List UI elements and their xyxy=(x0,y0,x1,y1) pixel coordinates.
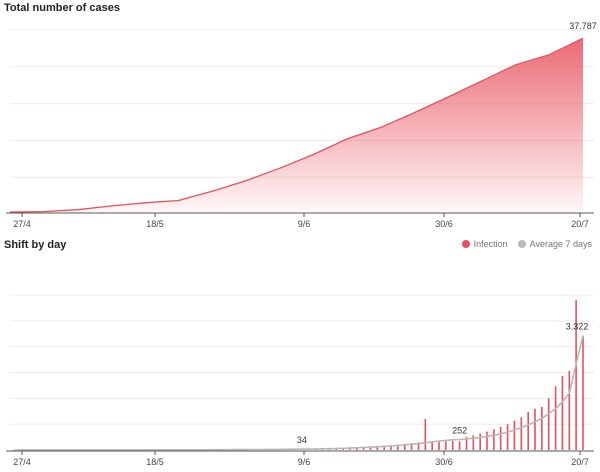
infection-bar xyxy=(568,370,571,450)
end-value-label: 37.787 xyxy=(569,21,597,31)
infection-bar xyxy=(554,386,557,450)
infection-bar xyxy=(369,446,372,450)
legend-label-infection: Infection xyxy=(473,239,508,249)
value-annotation: 34 xyxy=(297,435,307,445)
x-tick-label: 27/4 xyxy=(13,457,31,467)
x-tick-label: 9/6 xyxy=(298,219,311,229)
infection-bar xyxy=(458,441,461,450)
infection-bar xyxy=(397,444,399,450)
infection-bar xyxy=(417,442,420,450)
shift-by-day-title: Shift by day xyxy=(4,239,67,251)
infection-bar xyxy=(547,398,550,450)
infection-bar xyxy=(582,335,584,450)
infection-bar xyxy=(404,443,406,450)
cases-area xyxy=(10,38,583,213)
infection-bar xyxy=(520,417,523,450)
total-cases-panel: Total number of cases 27/4 18/5 9/6 30/6 20/… xyxy=(0,0,600,235)
infection-bar xyxy=(438,441,440,450)
infection-dot-icon xyxy=(461,240,470,248)
average-dot-icon xyxy=(517,240,526,248)
value-annotation: 252 xyxy=(452,426,467,436)
total-cases-title: Total number of cases xyxy=(4,2,120,14)
legend-item-infection[interactable]: Infection xyxy=(461,239,508,249)
infection-bar xyxy=(410,443,413,450)
infection-bar xyxy=(445,441,447,450)
infection-bar xyxy=(13,450,15,451)
infection-bar xyxy=(472,435,475,450)
infection-bar xyxy=(479,433,481,450)
x-tick-label: 20/7 xyxy=(571,457,589,467)
total-cases-chart: 27/4 18/5 9/6 30/6 20/7 37.787 xyxy=(6,21,597,229)
infection-bar xyxy=(376,445,379,450)
infection-bar xyxy=(541,406,543,450)
infection-bar xyxy=(534,408,536,450)
infection-bar xyxy=(383,445,385,450)
infection-bar xyxy=(493,429,495,450)
x-tick-label: 18/5 xyxy=(146,219,164,229)
legend-label-average: Average 7 days xyxy=(529,239,592,249)
x-tick-label: 20/7 xyxy=(571,219,589,229)
average-line xyxy=(13,335,584,451)
legend-item-average[interactable]: Average 7 days xyxy=(517,239,592,249)
infection-bar xyxy=(431,442,433,450)
infection-bar xyxy=(424,419,427,450)
x-tick-label: 9/6 xyxy=(298,457,311,467)
infection-bar xyxy=(451,441,454,450)
x-tick-label: 18/5 xyxy=(146,457,164,467)
x-tick-label: 30/6 xyxy=(435,457,453,467)
infection-bar xyxy=(390,445,392,450)
infection-bar xyxy=(465,436,468,450)
x-tick-label: 30/6 xyxy=(435,219,453,229)
infection-bar xyxy=(513,420,516,450)
infection-bar xyxy=(486,431,488,450)
cases-line xyxy=(9,37,584,213)
infection-bar xyxy=(561,375,564,450)
shift-by-day-chart: 27/4 18/5 9/6 30/6 20/7 34 252 3.322 xyxy=(6,294,594,467)
infection-bar xyxy=(499,426,502,450)
chart-legend: Infection Average 7 days xyxy=(461,239,592,249)
infection-bar xyxy=(527,412,529,450)
shift-by-day-panel: Shift by day Infection Average 7 days 27… xyxy=(0,235,600,467)
x-tick-label: 27/4 xyxy=(13,219,31,229)
value-annotation: 3.322 xyxy=(566,322,589,332)
infection-bar xyxy=(575,300,577,450)
infection-bar xyxy=(506,424,509,450)
